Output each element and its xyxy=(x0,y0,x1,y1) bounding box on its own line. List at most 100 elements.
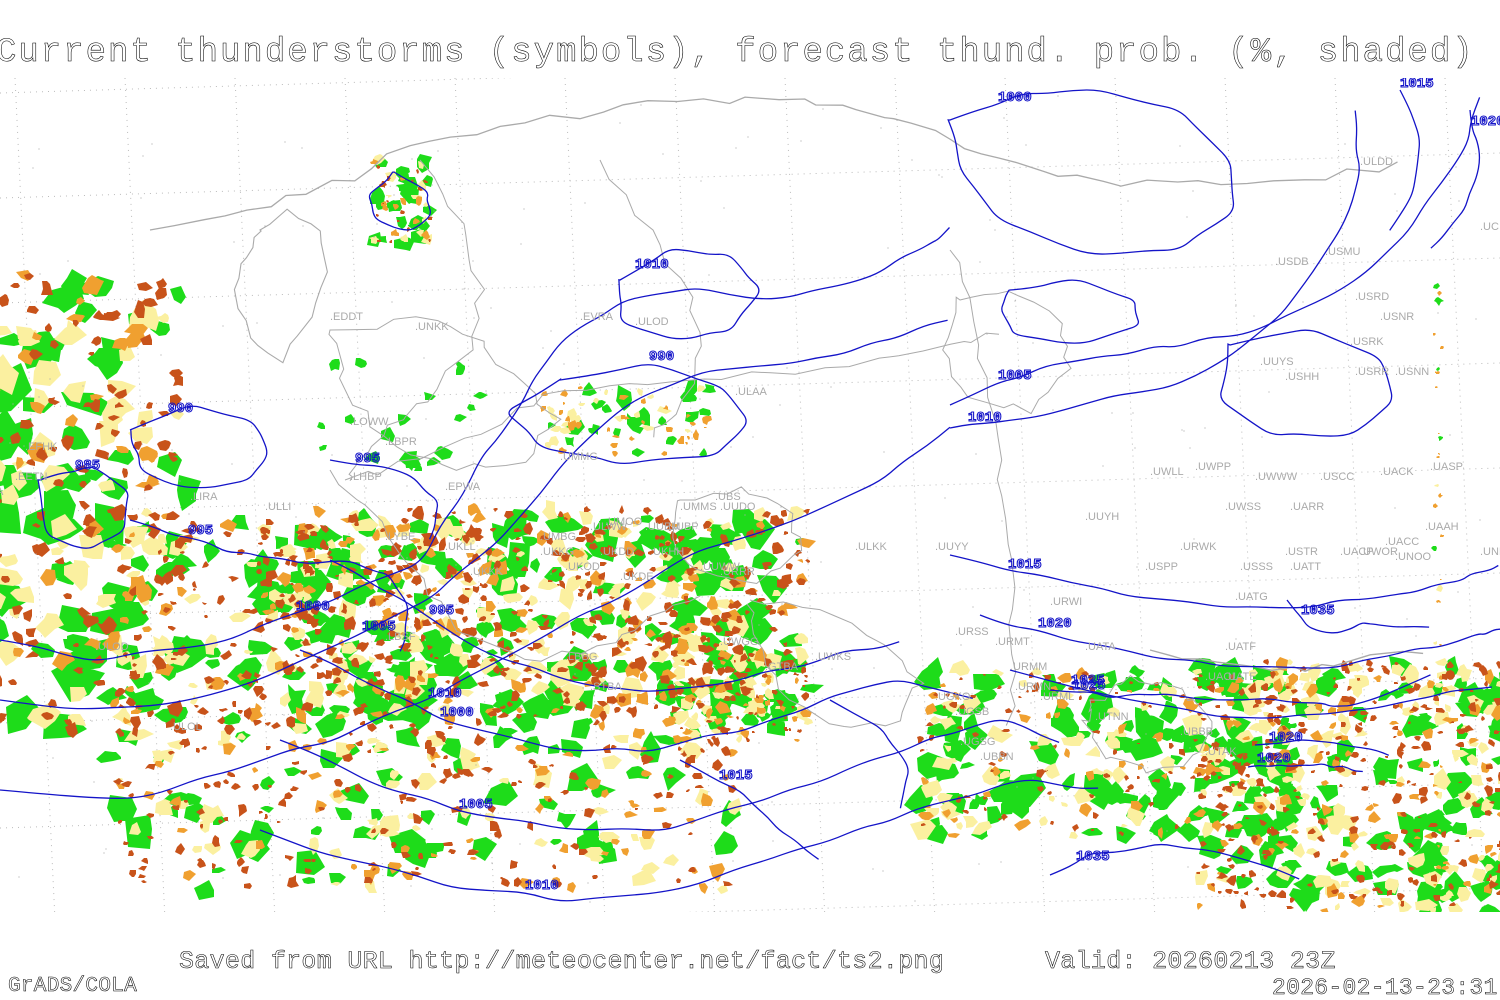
svg-text:.UKLL: .UKLL xyxy=(445,541,476,553)
svg-text:.GTBA: .GTBA xyxy=(765,661,799,673)
svg-text:.USNN: .USNN xyxy=(1395,366,1429,378)
svg-text:.UATF: .UATF xyxy=(1225,641,1256,653)
svg-text:1020: 1020 xyxy=(1471,114,1500,130)
svg-text:.USPP: .USPP xyxy=(1145,561,1178,573)
svg-text:.UUWW: .UUWW xyxy=(700,561,740,573)
svg-text:.UNKK: .UNKK xyxy=(415,321,449,333)
svg-text:.UGSG: .UGSG xyxy=(960,736,995,748)
svg-text:1025: 1025 xyxy=(1072,678,1106,694)
svg-text:.UKKK: .UKKK xyxy=(470,566,504,578)
svg-text:.UATA: .UATA xyxy=(1085,641,1116,653)
svg-text:.ULOD: .ULOD xyxy=(95,641,129,653)
svg-text:.UKDE: .UKDE xyxy=(620,571,654,583)
svg-text:.ULKK: .ULKK xyxy=(855,541,887,553)
svg-text:.ULAA: .ULAA xyxy=(735,386,767,398)
svg-text:.USCC: .USCC xyxy=(1320,471,1354,483)
svg-text:.LBSF: .LBSF xyxy=(385,631,416,643)
svg-text:.ULWW: .ULWW xyxy=(590,521,628,533)
svg-text:.UWLL: .UWLL xyxy=(1150,466,1184,478)
svg-text:.UWKS: .UWKS xyxy=(815,651,851,663)
svg-text:1000: 1000 xyxy=(296,599,330,615)
svg-text:.UKDD: .UKDD xyxy=(600,546,634,558)
svg-text:.UKOD: .UKOD xyxy=(565,561,600,573)
svg-text:990: 990 xyxy=(168,401,193,417)
svg-text:.URWK: .URWK xyxy=(1180,541,1217,553)
svg-text:990: 990 xyxy=(649,349,674,365)
svg-text:.URMT: .URMT xyxy=(995,636,1030,648)
svg-text:.UUYH: .UUYH xyxy=(1085,511,1119,523)
svg-text:.UTAK: .UTAK xyxy=(1205,746,1237,758)
svg-text:985: 985 xyxy=(75,458,100,474)
svg-text:995: 995 xyxy=(429,603,454,619)
svg-text:.UUDO: .UUDO xyxy=(720,501,756,513)
svg-text:.UUYS: .UUYS xyxy=(1260,356,1294,368)
svg-text:.UARR: .UARR xyxy=(1290,501,1324,513)
svg-text:.UNBB: .UNBB xyxy=(1480,546,1500,558)
svg-text:1000: 1000 xyxy=(440,705,474,721)
svg-text:.USDB: .USDB xyxy=(1275,256,1309,268)
svg-text:.UGKO: .UGKO xyxy=(935,691,971,703)
svg-text:.USSS: .USSS xyxy=(1240,561,1273,573)
svg-text:1020: 1020 xyxy=(1269,730,1303,746)
svg-text:.USRD: .USRD xyxy=(1355,291,1389,303)
svg-text:1015: 1015 xyxy=(719,768,753,784)
svg-text:1010: 1010 xyxy=(968,410,1002,426)
svg-text:.UACK: .UACK xyxy=(1380,466,1414,478)
svg-text:.ULLI: .ULLI xyxy=(265,501,291,513)
svg-text:.UATT: .UATT xyxy=(1290,561,1321,573)
svg-text:.UKHH: .UKHH xyxy=(650,546,684,558)
svg-text:.ULOL: .ULOL xyxy=(170,721,202,733)
svg-text:1020: 1020 xyxy=(1038,616,1072,632)
svg-text:.LBPR: .LBPR xyxy=(385,436,417,448)
svg-text:.LHBP: .LHBP xyxy=(350,471,382,483)
svg-text:.LBBG: .LBBG xyxy=(565,651,597,663)
svg-text:.UGSB: .UGSB xyxy=(955,706,989,718)
svg-text:.URMM: .URMM xyxy=(1010,661,1047,673)
svg-text:.UTNN: .UTNN xyxy=(1095,711,1129,723)
svg-text:.UBBB: .UBBB xyxy=(1180,726,1213,738)
svg-text:.UMMS: .UMMS xyxy=(680,501,717,513)
svg-text:1010: 1010 xyxy=(525,878,559,894)
svg-text:1010: 1010 xyxy=(635,257,669,273)
svg-text:.UWGG: .UWGG xyxy=(720,636,759,648)
svg-text:.UASP: .UASP xyxy=(1430,461,1463,473)
svg-text:.LOWW: .LOWW xyxy=(350,416,389,428)
svg-text:1020: 1020 xyxy=(1257,751,1291,767)
svg-text:.UMBG: .UMBG xyxy=(540,531,576,543)
svg-text:1005: 1005 xyxy=(998,368,1032,384)
svg-text:.ULDD: .ULDD xyxy=(1360,156,1393,168)
svg-text:.UWSS: .UWSS xyxy=(1225,501,1261,513)
svg-text:.UACC: .UACC xyxy=(1385,536,1419,548)
svg-text:.URWI: .URWI xyxy=(1050,596,1082,608)
svg-text:.USRR: .USRR xyxy=(1355,366,1389,378)
svg-text:.EDDT: .EDDT xyxy=(330,311,363,323)
svg-text:.USHH: .USHH xyxy=(1285,371,1319,383)
svg-text:1015: 1015 xyxy=(1400,76,1434,92)
svg-text:.EFHK: .EFHK xyxy=(25,441,58,453)
svg-text:.USMU: .USMU xyxy=(1325,246,1361,258)
svg-text:.LIRA: .LIRA xyxy=(190,491,218,503)
svg-text:995: 995 xyxy=(355,451,380,467)
svg-text:.UBBN: .UBBN xyxy=(980,751,1014,763)
svg-text:1010: 1010 xyxy=(428,686,462,702)
svg-text:.URML: .URML xyxy=(1040,691,1074,703)
svg-text:1035: 1035 xyxy=(1076,849,1110,865)
svg-text:995: 995 xyxy=(188,523,213,539)
svg-text:.ULOD: .ULOD xyxy=(635,316,669,328)
svg-text:1000: 1000 xyxy=(998,90,1032,106)
svg-text:.USNR: .USNR xyxy=(1380,311,1414,323)
svg-text:.URSS: .URSS xyxy=(955,626,989,638)
svg-text:.UMMG: .UMMG xyxy=(560,451,598,463)
svg-text:1005: 1005 xyxy=(459,797,493,813)
svg-text:.UUEM: .UUEM xyxy=(645,521,680,533)
svg-text:.UWWW: .UWWW xyxy=(1255,471,1298,483)
svg-text:.UAAH: .UAAH xyxy=(1425,521,1459,533)
svg-text:.EETN: .EETN xyxy=(15,471,47,483)
svg-text:1015: 1015 xyxy=(1008,557,1042,573)
svg-text:.STBA: .STBA xyxy=(590,681,622,693)
svg-text:.UATG: .UATG xyxy=(1235,591,1268,603)
svg-text:.UCII: .UCII xyxy=(1480,221,1500,233)
svg-text:.USTR: .USTR xyxy=(1285,546,1318,558)
svg-text:1035: 1035 xyxy=(1301,603,1335,619)
svg-text:.UAOL: .UAOL xyxy=(1205,671,1238,683)
